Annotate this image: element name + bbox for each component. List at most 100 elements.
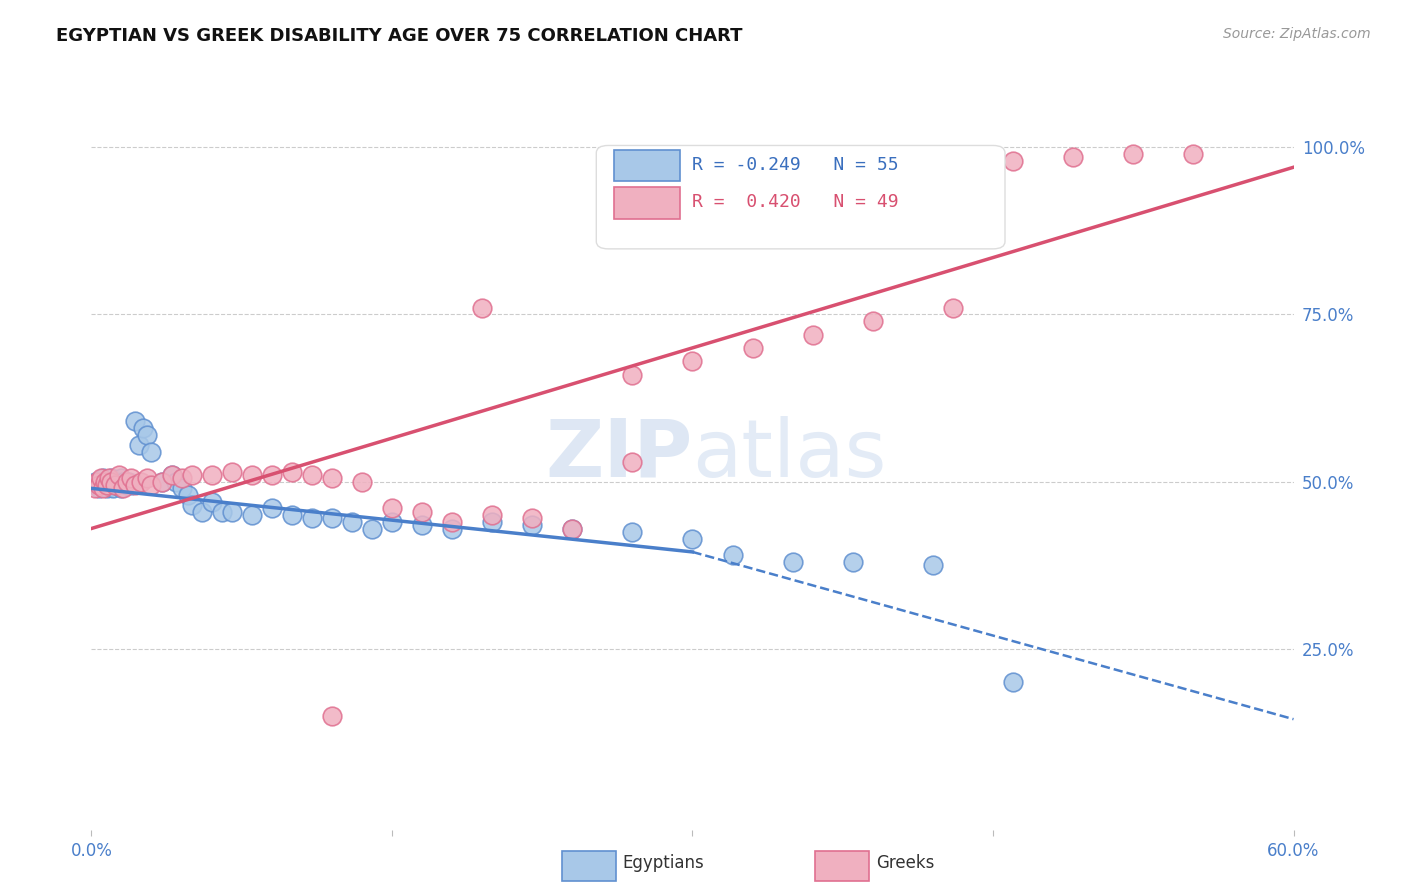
Point	[621, 368, 644, 382]
Point	[107, 478, 129, 492]
Point	[281, 508, 304, 523]
Point	[86, 475, 108, 489]
Point	[481, 515, 503, 529]
Point	[440, 521, 463, 535]
Point	[1001, 153, 1024, 168]
Point	[741, 341, 763, 355]
Point	[340, 515, 363, 529]
Point	[89, 478, 111, 492]
Point	[170, 482, 193, 496]
Point	[201, 468, 224, 483]
Point	[108, 475, 131, 489]
Point	[381, 501, 404, 516]
Point	[862, 314, 884, 328]
Point	[128, 438, 150, 452]
Point	[93, 471, 115, 485]
Point	[841, 555, 863, 569]
Point	[112, 475, 135, 489]
Point	[411, 505, 433, 519]
Point	[681, 532, 703, 546]
Text: Egyptians: Egyptians	[623, 855, 704, 872]
Point	[160, 468, 183, 483]
Point	[124, 415, 146, 429]
Point	[93, 482, 115, 496]
Point	[103, 482, 125, 496]
FancyBboxPatch shape	[614, 150, 681, 181]
Point	[561, 521, 583, 535]
FancyBboxPatch shape	[596, 145, 1005, 249]
Point	[561, 521, 583, 535]
Point	[301, 468, 323, 483]
Point	[160, 468, 183, 483]
Point	[150, 475, 173, 489]
Point	[131, 475, 153, 489]
Point	[121, 478, 143, 492]
Point	[1001, 675, 1024, 690]
Point	[136, 471, 159, 485]
Point	[201, 494, 224, 508]
Point	[190, 505, 212, 519]
Point	[440, 515, 463, 529]
Text: Source: ZipAtlas.com: Source: ZipAtlas.com	[1223, 27, 1371, 41]
Point	[321, 708, 343, 723]
Point	[481, 508, 503, 523]
Point	[132, 421, 155, 435]
Point	[98, 471, 121, 485]
Point	[121, 471, 143, 485]
Point	[1122, 147, 1144, 161]
Text: R = -0.249   N = 55: R = -0.249 N = 55	[692, 156, 898, 174]
Point	[89, 482, 111, 496]
Point	[782, 555, 804, 569]
Point	[117, 478, 139, 492]
Point	[90, 471, 112, 485]
Point	[801, 327, 824, 342]
Point	[141, 444, 163, 458]
Point	[94, 478, 117, 492]
Point	[381, 515, 404, 529]
Point	[240, 468, 263, 483]
Point	[100, 475, 122, 489]
Text: ZIP: ZIP	[546, 416, 692, 494]
Point	[124, 478, 146, 492]
Point	[681, 354, 703, 368]
Point	[621, 524, 644, 539]
Point	[104, 478, 127, 492]
Point	[112, 482, 135, 496]
Text: atlas: atlas	[692, 416, 887, 494]
Point	[350, 475, 373, 489]
Point	[321, 471, 343, 485]
Text: R =  0.420   N = 49: R = 0.420 N = 49	[692, 194, 898, 211]
Point	[96, 478, 118, 492]
Point	[922, 558, 945, 573]
Point	[301, 511, 323, 525]
Text: Greeks: Greeks	[876, 855, 935, 872]
Point	[108, 468, 131, 483]
Point	[471, 301, 494, 315]
Point	[621, 455, 644, 469]
Point	[721, 548, 744, 563]
Point	[321, 511, 343, 525]
Point	[100, 478, 122, 492]
Text: EGYPTIAN VS GREEK DISABILITY AGE OVER 75 CORRELATION CHART: EGYPTIAN VS GREEK DISABILITY AGE OVER 75…	[56, 27, 742, 45]
Point	[84, 482, 107, 496]
Point	[170, 471, 193, 485]
Point	[110, 471, 132, 485]
Point	[360, 521, 382, 535]
Point	[211, 505, 233, 519]
Point	[118, 475, 141, 489]
Point	[94, 475, 117, 489]
Point	[150, 475, 173, 489]
Point	[1182, 147, 1205, 161]
Point	[84, 475, 107, 489]
Point	[98, 475, 121, 489]
Point	[281, 465, 304, 479]
Point	[104, 475, 127, 489]
Point	[221, 465, 243, 479]
Point	[411, 518, 433, 533]
Point	[260, 468, 283, 483]
Point	[90, 475, 112, 489]
Point	[141, 478, 163, 492]
Point	[180, 468, 202, 483]
Point	[221, 505, 243, 519]
Point	[110, 482, 132, 496]
